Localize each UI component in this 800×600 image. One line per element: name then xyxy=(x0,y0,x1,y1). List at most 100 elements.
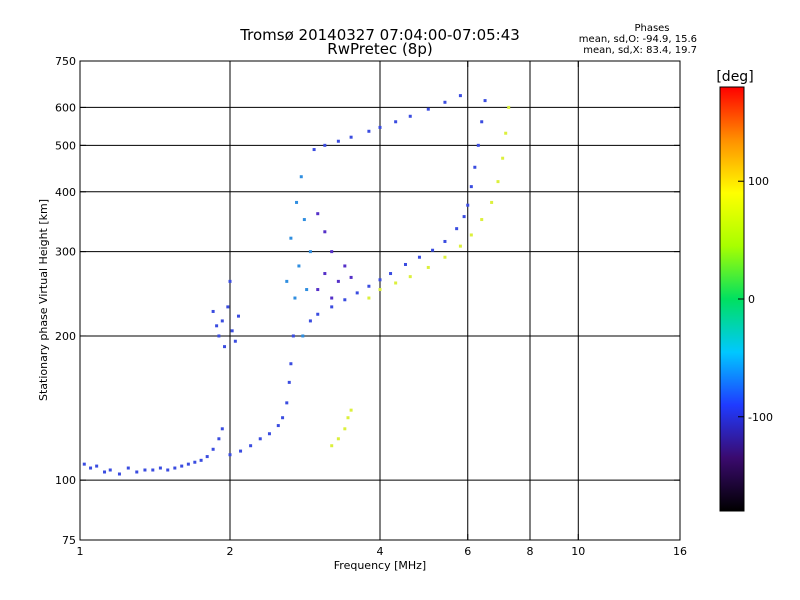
data-point xyxy=(301,334,305,338)
data-point xyxy=(323,230,327,234)
phase-legend-title: Phases xyxy=(634,23,669,34)
x-tick-label: 10 xyxy=(571,545,585,558)
data-point xyxy=(330,305,334,309)
data-point xyxy=(217,437,221,441)
data-point xyxy=(473,165,477,169)
y-axis-ticks: 75 100 200 300 400 500 600 750 xyxy=(55,55,680,547)
data-point xyxy=(186,462,190,466)
y-tick-label: 750 xyxy=(55,55,76,68)
data-point xyxy=(330,250,334,254)
data-point xyxy=(295,200,299,204)
data-point xyxy=(330,296,334,300)
data-point xyxy=(291,334,295,338)
data-point xyxy=(281,416,285,420)
data-point xyxy=(166,468,170,472)
y-tick-label: 600 xyxy=(55,101,76,114)
chart-title-group: Tromsø 20140327 07:04:00-07:05:43 RwPret… xyxy=(239,26,520,58)
data-point xyxy=(480,218,484,222)
colorbar-tick-label: -100 xyxy=(748,411,773,424)
data-point xyxy=(117,472,121,476)
data-point xyxy=(490,200,494,204)
data-point xyxy=(431,248,435,252)
data-point xyxy=(239,449,243,453)
data-point xyxy=(426,107,430,111)
data-point xyxy=(466,203,470,207)
x-tick-label: 16 xyxy=(673,545,687,558)
data-point xyxy=(378,288,382,292)
data-point xyxy=(205,455,209,459)
y-tick-label: 75 xyxy=(62,534,76,547)
data-point xyxy=(302,218,306,222)
data-point xyxy=(458,94,462,98)
data-point xyxy=(103,470,107,474)
data-point xyxy=(126,466,130,470)
data-point xyxy=(394,120,398,124)
data-point xyxy=(330,444,334,448)
colorbar: [deg] 100 0 -100 xyxy=(716,69,773,512)
data-point xyxy=(403,262,407,266)
data-point xyxy=(389,272,393,276)
data-point xyxy=(299,175,303,179)
data-point xyxy=(308,250,312,254)
data-point xyxy=(323,272,327,276)
data-point xyxy=(346,416,350,420)
data-point xyxy=(426,265,430,269)
data-point xyxy=(293,296,297,300)
data-point xyxy=(367,296,371,300)
data-point xyxy=(323,143,327,147)
data-point xyxy=(226,305,230,309)
data-point xyxy=(228,279,232,283)
colorbar-label: [deg] xyxy=(716,69,753,85)
data-point xyxy=(507,105,511,109)
data-point xyxy=(378,125,382,129)
data-point xyxy=(316,212,320,216)
data-point xyxy=(108,468,112,472)
data-point xyxy=(285,279,289,283)
chart-title: Tromsø 20140327 07:04:00-07:05:43 xyxy=(239,26,520,44)
data-point xyxy=(469,233,473,237)
data-point xyxy=(215,324,219,328)
data-point xyxy=(483,99,487,103)
data-point xyxy=(230,329,234,333)
data-point xyxy=(378,278,382,282)
data-point xyxy=(504,131,508,135)
data-point xyxy=(443,255,447,259)
data-point xyxy=(408,114,412,118)
data-point xyxy=(443,100,447,104)
data-point xyxy=(233,339,237,343)
y-tick-label: 100 xyxy=(55,474,76,487)
data-point xyxy=(217,334,221,338)
data-point xyxy=(135,470,139,474)
data-point xyxy=(95,464,99,468)
y-tick-label: 300 xyxy=(55,246,76,259)
y-axis-label: Stationary phase Virtual Height [km] xyxy=(37,199,50,401)
data-point xyxy=(343,427,347,431)
data-point xyxy=(276,424,280,428)
phase-legend-line-o: mean, sd,O: -94.9, 15.6 xyxy=(579,34,697,45)
data-point xyxy=(151,468,155,472)
data-point xyxy=(367,129,371,133)
data-point xyxy=(267,432,271,436)
data-point xyxy=(308,319,312,323)
data-point xyxy=(289,362,293,366)
data-point xyxy=(480,120,484,124)
phase-legend: Phases mean, sd,O: -94.9, 15.6 mean, sd,… xyxy=(579,23,697,56)
grid-lines xyxy=(80,61,680,540)
data-point xyxy=(496,180,500,184)
colorbar-tick-label: 100 xyxy=(748,175,769,188)
data-point xyxy=(394,281,398,285)
data-point xyxy=(158,466,162,470)
data-point xyxy=(258,437,262,441)
data-point xyxy=(336,437,340,441)
data-point xyxy=(220,319,224,323)
data-point xyxy=(211,447,215,451)
data-point xyxy=(316,312,320,316)
x-axis-ticks: 1 2 4 6 8 10 16 xyxy=(77,61,687,558)
data-point xyxy=(349,135,353,139)
x-tick-label: 2 xyxy=(227,545,234,558)
data-point xyxy=(336,279,340,283)
data-point xyxy=(289,236,293,240)
data-point xyxy=(343,264,347,268)
x-tick-label: 8 xyxy=(527,545,534,558)
data-point xyxy=(199,458,203,462)
